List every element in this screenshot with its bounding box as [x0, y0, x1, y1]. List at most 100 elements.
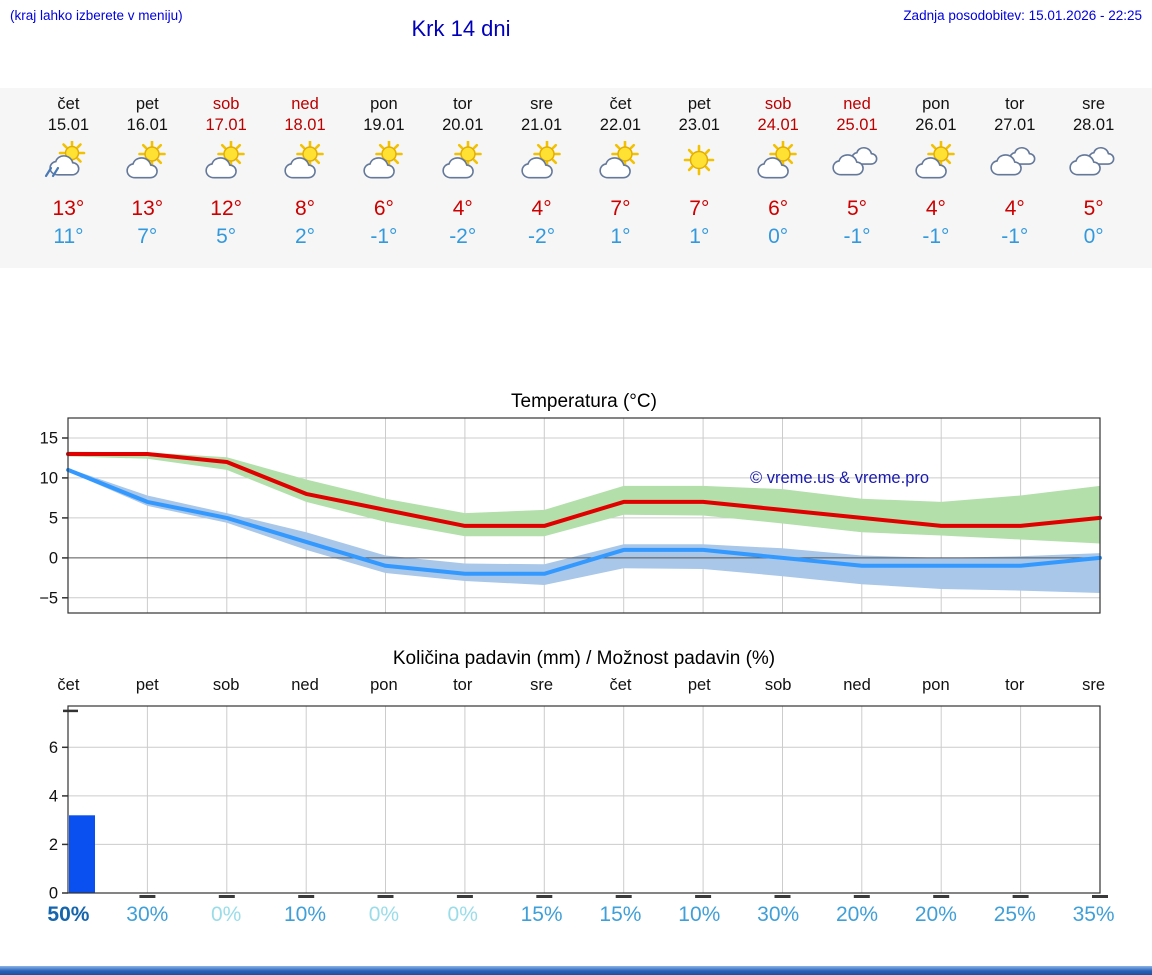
day-name: tor [1005, 95, 1025, 113]
sun-cloud-icon [358, 140, 403, 181]
temp-y-tick-label: 5 [49, 509, 58, 527]
day-min-temp: 2° [294, 225, 316, 248]
sun-cloud-icon [910, 140, 955, 181]
temp-y-tick-label: 10 [40, 469, 58, 487]
day-name: ned [291, 95, 319, 113]
precip-day-label: sob [764, 676, 792, 694]
weather-icon-wrap [818, 141, 897, 187]
day-name: pon [922, 95, 950, 113]
forecast-day-columns: čet 15.01 13° 11° pet 16.01 13° 7° sob 17.01 12° 5°… [29, 94, 1133, 250]
day-date: 21.01 [520, 116, 563, 134]
day-date: 16.01 [126, 116, 168, 134]
day-min-temp: 1° [689, 225, 710, 248]
temp-y-tick-label: 15 [40, 430, 58, 448]
day-name: ned [843, 95, 871, 113]
weather-icon-wrap [266, 140, 345, 187]
precip-probability: 0% [447, 903, 478, 926]
weather-icon-wrap [660, 141, 739, 187]
day-max-temp: 4° [531, 197, 552, 220]
weather-icon-wrap [423, 140, 502, 187]
precip-probability: 0% [210, 903, 242, 926]
forecast-day-column: pet 16.01 13° 7° [108, 94, 187, 250]
precip-day-label: pon [922, 676, 950, 694]
precip-probability: 20% [914, 903, 957, 926]
precip-probability-row: 50% 30% 0% 10% 0% 0% 15% 15% 10% 30% 20% 20% 25% 35% [29, 903, 1133, 927]
temp-y-tick-label: 0 [49, 549, 58, 567]
forecast-day-column: čet 22.01 7° 1° [581, 94, 660, 250]
forecast-day-column: sob 17.01 12° 5° [187, 94, 266, 250]
precip-probability: 25% [993, 903, 1036, 926]
precip-chart: 0 2 4 6 [49, 705, 1108, 901]
precip-zero-mark [139, 895, 156, 898]
day-min-temp: 7° [137, 225, 158, 248]
day-name: sre [530, 95, 554, 113]
forecast-day-column: pon 26.01 4° -1° [896, 94, 975, 250]
day-max-temp: 7° [610, 197, 631, 220]
precip-probability: 15% [599, 903, 642, 926]
day-max-temp: 5° [846, 197, 868, 220]
day-date: 15.01 [47, 116, 90, 134]
precip-day-label: pet [135, 676, 159, 694]
temperature-chart-title: Temperatura (°C) [511, 391, 657, 412]
precip-probability: 15% [520, 903, 563, 926]
precip-day-label: čet [57, 676, 80, 694]
day-date: 18.01 [284, 116, 326, 134]
day-max-temp: 4° [452, 197, 473, 220]
forecast-day-column: tor 27.01 4° -1° [975, 94, 1054, 250]
day-max-temp: 6° [373, 197, 394, 220]
forecast-day-column: čet 15.01 13° 11° [29, 94, 108, 250]
weather-icon-wrap [108, 140, 187, 187]
precip-day-label: tor [1005, 676, 1025, 694]
sun-cloud-icon [437, 140, 482, 181]
forecast-day-column: ned 25.01 5° -1° [818, 94, 897, 250]
day-min-temp: 5° [216, 225, 237, 248]
day-date: 23.01 [678, 116, 720, 134]
day-min-temp: -2° [528, 225, 556, 248]
precip-chart-title: Količina padavin (mm) / Možnost padavin … [392, 648, 776, 669]
precip-day-labels: čet pet sob ned pon tor sre čet pet sob ned pon tor s… [29, 676, 1133, 695]
day-name: pet [687, 95, 711, 113]
forecast-day-column: tor 20.01 4° -2° [423, 94, 502, 250]
precip-zero-mark [456, 895, 473, 898]
precip-zero-mark [536, 895, 553, 898]
temp-y-tick-label: −5 [39, 589, 58, 607]
precip-day-label: ned [291, 676, 319, 694]
day-min-temp: -2° [449, 225, 477, 248]
forecast-day-column: pet 23.01 7° 1° [660, 94, 739, 250]
sun-icon [683, 144, 715, 176]
day-date: 25.01 [836, 116, 878, 134]
precip-probability: 10% [283, 903, 327, 926]
sun-cloud-icon [200, 140, 245, 181]
weather-icon-wrap [975, 141, 1054, 187]
sun-cloud-icon [752, 140, 797, 181]
precip-zero-mark [298, 895, 315, 898]
weather-icon-wrap [187, 140, 266, 187]
precip-y-tick-label: 2 [49, 836, 58, 854]
day-max-temp: 5° [1083, 197, 1104, 220]
last-update: Zadnja posodobitev: 15.01.2026 - 22:25 [903, 8, 1142, 23]
day-min-temp: 0° [1083, 225, 1104, 248]
precip-day-label: pet [687, 676, 711, 694]
weather-icon-wrap [502, 140, 581, 187]
day-max-temp: 7° [689, 197, 710, 220]
day-name: pet [135, 95, 159, 113]
watermark: © vreme.us & vreme.pro [750, 469, 929, 487]
precip-day-label: sob [212, 676, 240, 694]
forecast-day-column: sre 21.01 4° -2° [502, 94, 581, 250]
precip-day-label: tor [453, 676, 473, 694]
day-date: 17.01 [205, 116, 247, 134]
precip-y-tick-label: 0 [49, 885, 58, 901]
footer-bar [0, 966, 1152, 975]
day-date: 24.01 [757, 116, 799, 134]
precip-zero-mark [933, 895, 950, 898]
precip-day-label: ned [843, 676, 871, 694]
forecast-day-column: sob 24.01 6° 0° [739, 94, 818, 250]
day-max-temp: 6° [768, 197, 789, 220]
day-date: 26.01 [915, 116, 957, 134]
weather-icon-wrap [896, 140, 975, 187]
precip-zero-mark [695, 895, 712, 898]
day-min-temp: -1° [370, 225, 398, 248]
forecast-strip: čet 15.01 13° 11° pet 16.01 13° 7° sob 17.01 12° 5°… [0, 88, 1152, 268]
forecast-day-column: ned 18.01 8° 2° [266, 94, 345, 250]
precip-day-label: pon [370, 676, 398, 694]
